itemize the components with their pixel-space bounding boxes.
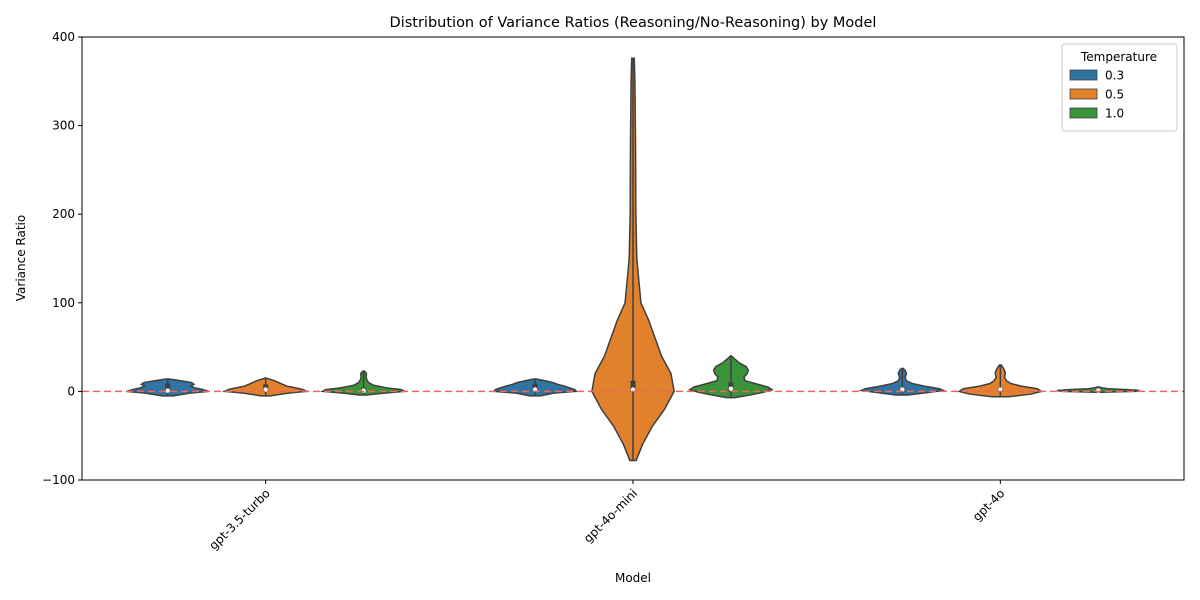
legend: Temperature 0.3 0.5 1.0 bbox=[1061, 43, 1178, 132]
x-tick-label: gpt-4o bbox=[970, 486, 1008, 524]
y-tick-label: 100 bbox=[52, 296, 75, 310]
violin-median-dot bbox=[165, 388, 170, 393]
chart-title: Distribution of Variance Ratios (Reasoni… bbox=[390, 15, 877, 31]
y-tick-label: 300 bbox=[52, 119, 75, 133]
legend-swatch bbox=[1069, 88, 1098, 100]
x-tick-label: gpt-4o-mini bbox=[581, 486, 640, 545]
legend-label: 1.0 bbox=[1105, 107, 1124, 121]
x-axis: gpt-3.5-turbo gpt-4o-mini gpt-4o bbox=[206, 480, 1007, 553]
x-axis-label: Model bbox=[615, 571, 651, 585]
y-tick-label: 200 bbox=[52, 207, 75, 221]
violin-iqr-box bbox=[165, 383, 171, 392]
legend-title: Temperature bbox=[1080, 50, 1157, 64]
legend-label: 0.3 bbox=[1105, 69, 1124, 83]
legend-label: 0.5 bbox=[1105, 88, 1124, 102]
violin-iqr-box bbox=[630, 380, 636, 392]
y-tick-label: 0 bbox=[67, 384, 75, 398]
y-axis-label: Variance Ratio bbox=[14, 215, 28, 301]
x-tick-label: gpt-3.5-turbo bbox=[206, 486, 272, 552]
y-tick-label: −100 bbox=[42, 473, 75, 487]
legend-swatch bbox=[1069, 69, 1098, 81]
violin-iqr-box bbox=[532, 383, 538, 392]
legend-swatch bbox=[1069, 107, 1098, 119]
plot-frame bbox=[81, 36, 1185, 481]
violins bbox=[126, 57, 1140, 462]
violin-median-dot bbox=[728, 386, 734, 391]
y-axis: −100 0 100 200 300 400 bbox=[42, 30, 82, 487]
y-tick-label: 400 bbox=[52, 30, 75, 44]
